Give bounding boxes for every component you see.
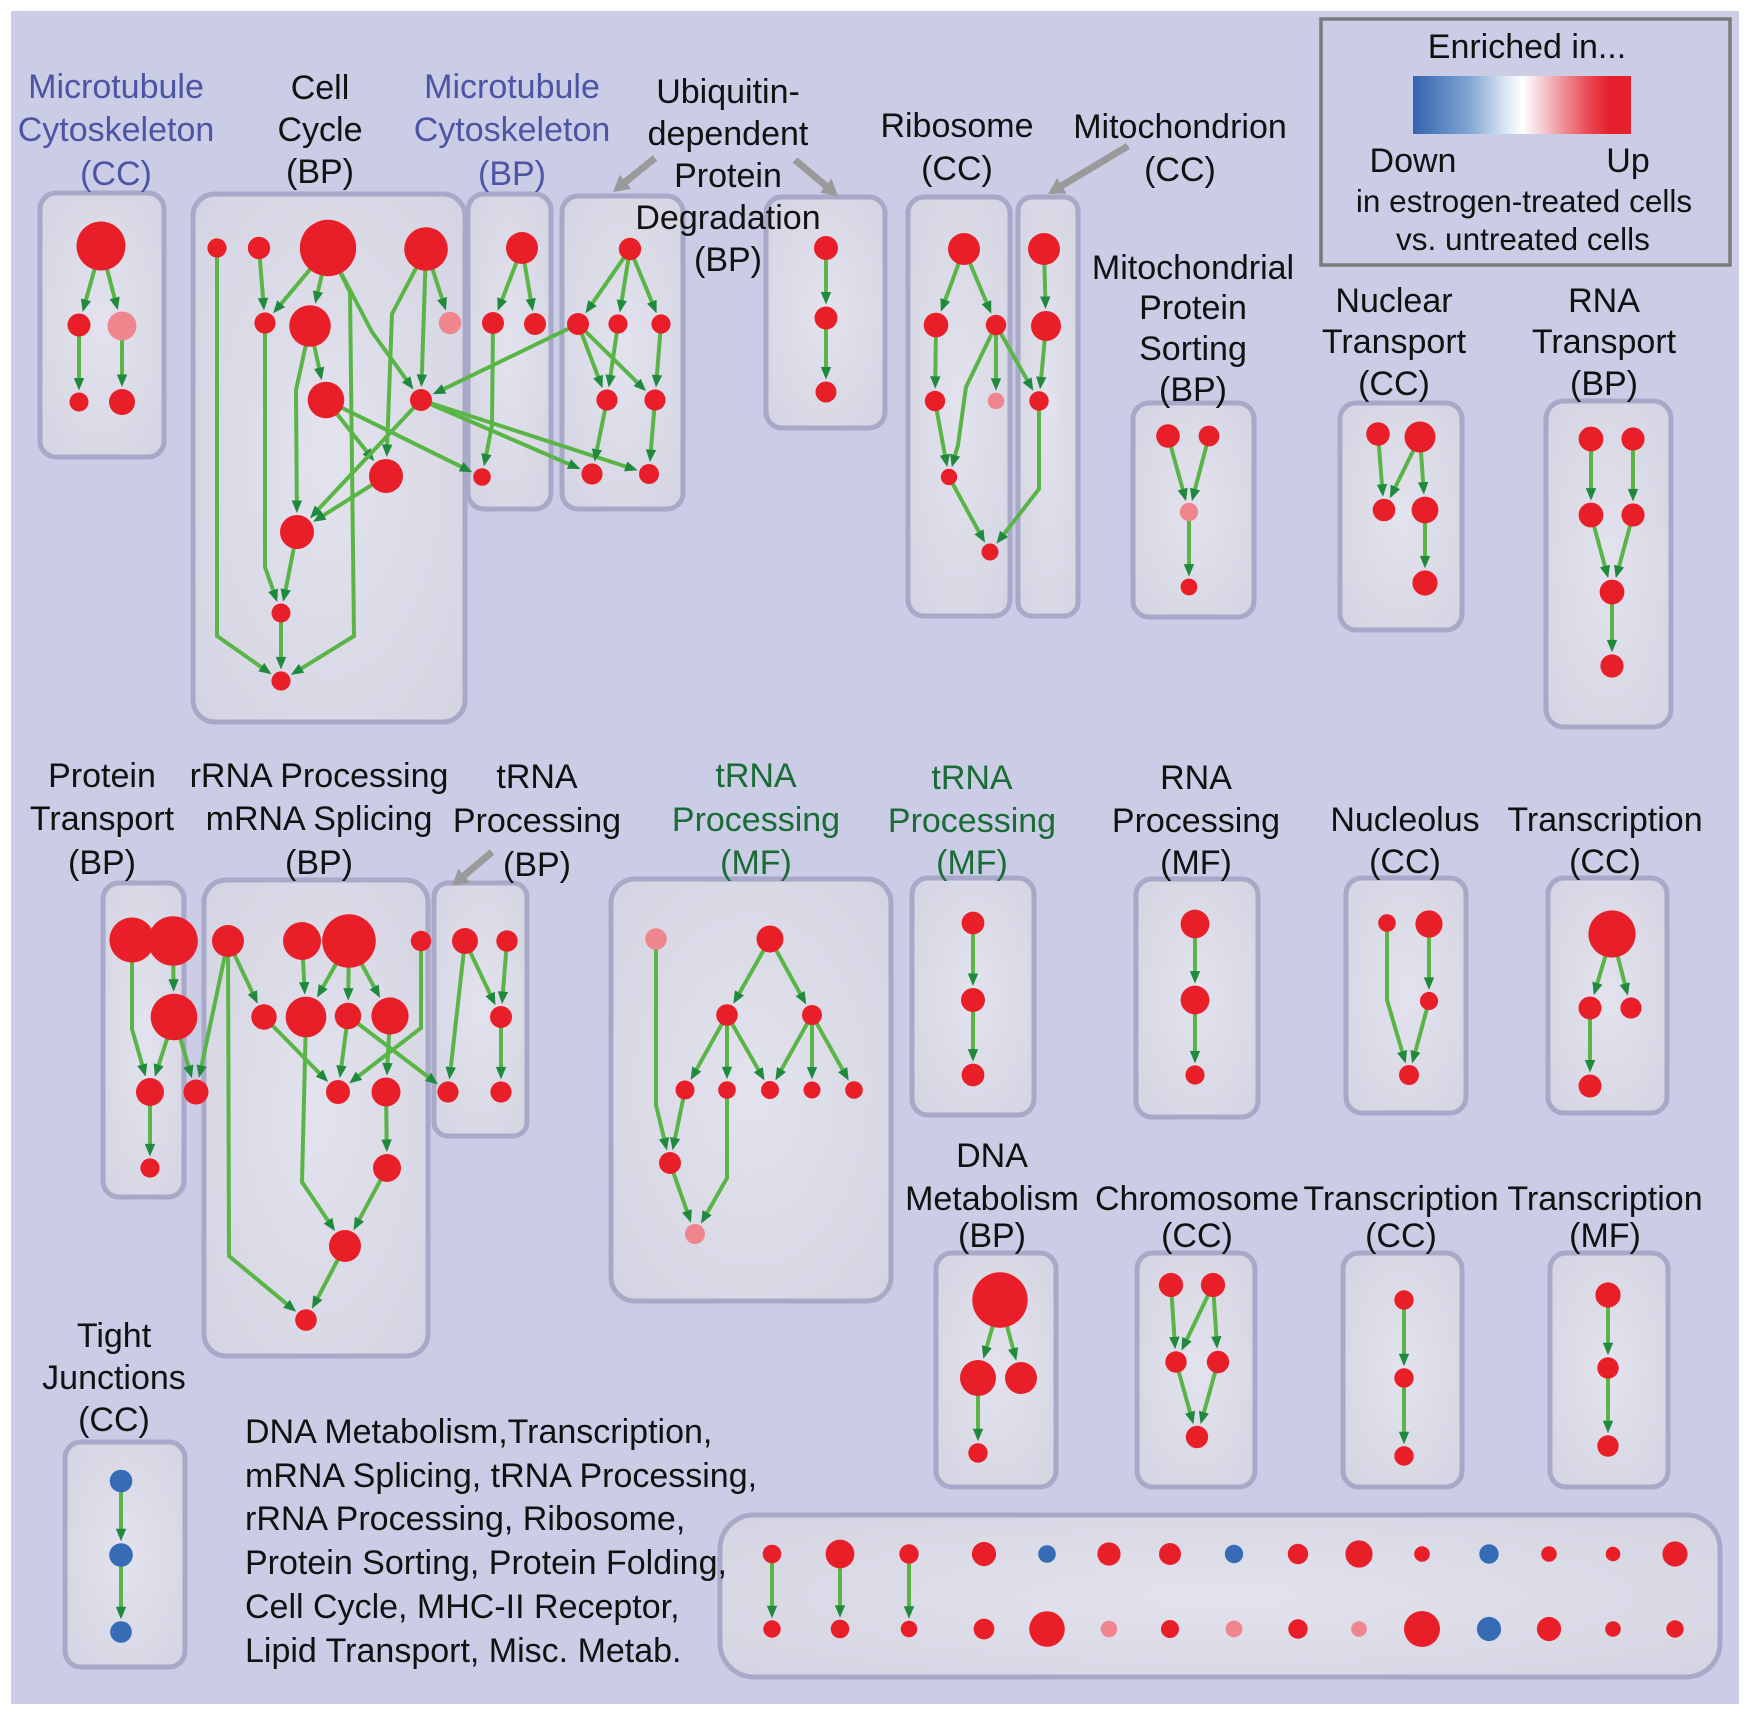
svg-text:Down: Down: [1370, 142, 1457, 180]
svg-text:Ubiquitin-: Ubiquitin-: [656, 73, 800, 111]
svg-text:(CC): (CC): [1365, 1217, 1437, 1255]
svg-text:Protein Sorting, Protein Foldi: Protein Sorting, Protein Folding,: [245, 1544, 727, 1582]
svg-text:(MF): (MF): [1160, 844, 1232, 882]
svg-text:Transport: Transport: [1532, 323, 1677, 361]
svg-text:mRNA Splicing: mRNA Splicing: [206, 800, 433, 838]
svg-text:(CC): (CC): [1369, 843, 1441, 881]
svg-text:(MF): (MF): [936, 844, 1008, 882]
svg-text:(CC): (CC): [1161, 1217, 1233, 1255]
svg-text:(BP): (BP): [285, 844, 353, 882]
svg-text:rRNA Processing, Ribosome,: rRNA Processing, Ribosome,: [245, 1500, 685, 1538]
svg-text:Cell: Cell: [291, 69, 350, 107]
svg-text:Metabolism: Metabolism: [905, 1180, 1079, 1218]
svg-text:tRNA: tRNA: [715, 757, 797, 795]
svg-text:(MF): (MF): [1569, 1217, 1641, 1255]
svg-text:(BP): (BP): [503, 846, 571, 884]
svg-text:Microtubule: Microtubule: [28, 68, 204, 106]
svg-text:(BP): (BP): [286, 153, 354, 191]
svg-text:DNA: DNA: [956, 1137, 1028, 1175]
svg-text:Enriched in...: Enriched in...: [1428, 28, 1626, 66]
svg-text:(BP): (BP): [1570, 365, 1638, 403]
svg-text:Mitochondrial: Mitochondrial: [1092, 249, 1294, 287]
svg-text:(BP): (BP): [1159, 371, 1227, 409]
svg-text:vs. untreated cells: vs. untreated cells: [1396, 221, 1650, 257]
svg-text:(CC): (CC): [1144, 151, 1216, 189]
svg-text:(MF): (MF): [720, 844, 792, 882]
svg-text:Transcription: Transcription: [1507, 801, 1702, 839]
svg-text:mRNA Splicing, tRNA Processing: mRNA Splicing, tRNA Processing,: [245, 1457, 757, 1495]
svg-text:Tight: Tight: [77, 1317, 152, 1355]
svg-text:Transcription: Transcription: [1303, 1180, 1498, 1218]
svg-text:Processing: Processing: [453, 802, 621, 840]
svg-text:rRNA Processing: rRNA Processing: [190, 757, 449, 795]
svg-text:Degradation: Degradation: [635, 199, 820, 237]
svg-text:(BP): (BP): [478, 155, 546, 193]
svg-text:Sorting: Sorting: [1139, 330, 1247, 368]
svg-text:RNA: RNA: [1160, 759, 1232, 797]
svg-text:in estrogen-treated cells: in estrogen-treated cells: [1356, 183, 1692, 219]
svg-text:(BP): (BP): [958, 1217, 1026, 1255]
svg-text:Microtubule: Microtubule: [424, 68, 600, 106]
svg-text:(BP): (BP): [68, 844, 136, 882]
svg-text:Transcription: Transcription: [1507, 1180, 1702, 1218]
svg-text:tRNA: tRNA: [496, 758, 578, 796]
svg-text:tRNA: tRNA: [931, 759, 1013, 797]
svg-text:Lipid Transport, Misc. Metab.: Lipid Transport, Misc. Metab.: [245, 1632, 682, 1670]
svg-text:Transport: Transport: [1322, 323, 1467, 361]
svg-text:RNA: RNA: [1568, 282, 1640, 320]
svg-text:Cytoskeleton: Cytoskeleton: [18, 111, 215, 149]
svg-text:(CC): (CC): [78, 1401, 150, 1439]
svg-text:Chromosome: Chromosome: [1095, 1180, 1299, 1218]
svg-text:Ribosome: Ribosome: [880, 107, 1033, 145]
svg-text:Cycle: Cycle: [277, 111, 362, 149]
svg-text:Processing: Processing: [888, 802, 1056, 840]
svg-text:Cell Cycle, MHC-II Receptor,: Cell Cycle, MHC-II Receptor,: [245, 1588, 680, 1626]
svg-text:(CC): (CC): [921, 150, 993, 188]
svg-text:Nuclear: Nuclear: [1335, 282, 1452, 320]
svg-text:Cytoskeleton: Cytoskeleton: [414, 111, 611, 149]
svg-text:(CC): (CC): [1569, 843, 1641, 881]
svg-text:Junctions: Junctions: [42, 1359, 186, 1397]
svg-text:Processing: Processing: [1112, 802, 1280, 840]
svg-text:DNA Metabolism,Transcription,: DNA Metabolism,Transcription,: [245, 1413, 712, 1451]
svg-text:(BP): (BP): [694, 241, 762, 279]
svg-text:(CC): (CC): [1358, 365, 1430, 403]
svg-text:(CC): (CC): [80, 155, 152, 193]
svg-text:dependent: dependent: [648, 115, 809, 153]
svg-text:Mitochondrion: Mitochondrion: [1073, 108, 1287, 146]
svg-text:Protein: Protein: [48, 757, 156, 795]
svg-text:Processing: Processing: [672, 801, 840, 839]
svg-text:Protein: Protein: [1139, 289, 1247, 327]
svg-text:Up: Up: [1606, 142, 1649, 180]
svg-text:Nucleolus: Nucleolus: [1330, 801, 1479, 839]
svg-text:Transport: Transport: [30, 800, 175, 838]
svg-text:Protein: Protein: [674, 157, 782, 195]
